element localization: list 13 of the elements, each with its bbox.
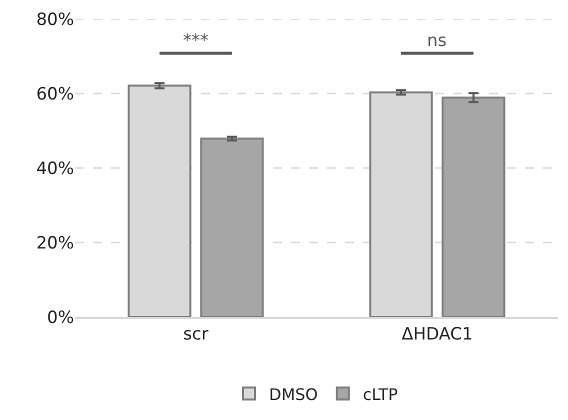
x-tick-label: ΔHDAC1 xyxy=(402,324,473,344)
y-tick-label: 80% xyxy=(36,10,74,30)
legend-label: cLTP xyxy=(362,384,398,404)
x-tick-label: scr xyxy=(183,324,208,344)
bar xyxy=(442,96,506,317)
bar xyxy=(200,138,264,317)
annotation: ns xyxy=(427,31,447,51)
legend-label: DMSO xyxy=(269,384,318,404)
y-tick-label: 40% xyxy=(36,158,74,179)
annotation: *** xyxy=(183,31,208,51)
y-tick-label: 20% xyxy=(36,233,74,254)
y-tick-label: 0% xyxy=(47,308,74,328)
y-tick-label: 60% xyxy=(36,84,74,104)
